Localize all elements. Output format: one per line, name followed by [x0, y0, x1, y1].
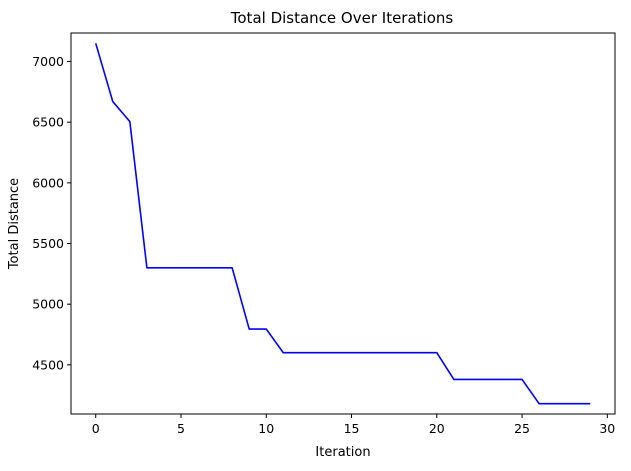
- y-axis-label: Total Distance: [7, 178, 22, 270]
- y-tick-label: 7000: [32, 54, 64, 69]
- y-tick-label: 6000: [32, 175, 64, 190]
- x-tick-label: 10: [258, 421, 274, 436]
- y-tick-label: 4500: [32, 357, 64, 372]
- x-tick-label: 0: [92, 421, 100, 436]
- series-line: [94, 43, 591, 405]
- x-axis-label: Iteration: [315, 445, 370, 460]
- y-tick-label: 6500: [32, 115, 64, 130]
- x-tick-label: 15: [344, 421, 360, 436]
- series-layer: [94, 43, 591, 405]
- y-tick-label: 5000: [32, 297, 64, 312]
- plot-frame: [70, 32, 616, 415]
- y-axis: 4500 5000 5500 6000 6500 7000: [32, 54, 71, 372]
- plot-area: [71, 33, 615, 414]
- x-axis: 0 5 10 15 20 25 30: [92, 414, 615, 436]
- x-tick-label: 5: [177, 421, 185, 436]
- x-tick-label: 20: [429, 421, 445, 436]
- x-tick-label: 25: [514, 421, 530, 436]
- x-tick-label: 30: [599, 421, 615, 436]
- chart-title: Total Distance Over Iterations: [230, 9, 454, 27]
- y-tick-label: 5500: [32, 236, 64, 251]
